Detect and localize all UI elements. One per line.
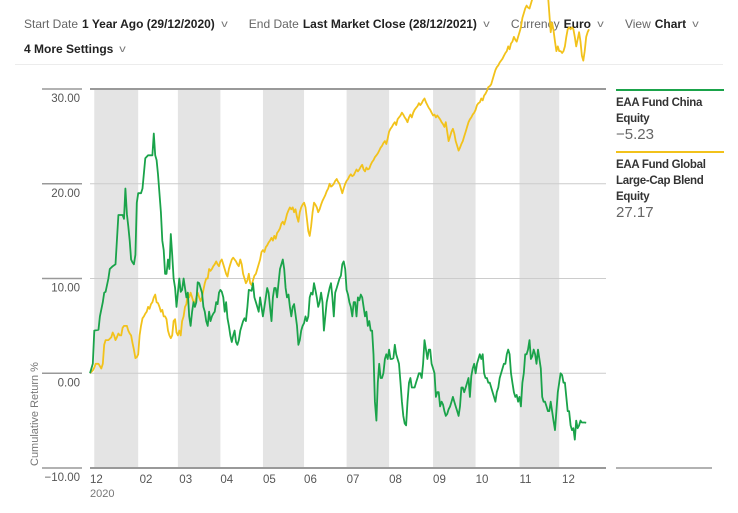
series-line-global-large-cap: [89, 0, 590, 374]
x-tick-label-6: 07: [347, 474, 360, 486]
y-tick-label-1: 20.00: [51, 188, 80, 200]
y-tick-label-3: 0.00: [58, 377, 80, 389]
end-date-dropdown[interactable]: End Date Last Market Close (28/12/2021) …: [248, 17, 490, 31]
start-date-label: Start Date: [24, 17, 79, 31]
x-tick-label-3: 04: [220, 474, 233, 486]
legend-item-global: EAA Fund Global Large-Cap Blend Equity 2…: [616, 151, 726, 221]
series-line-china-equity: [89, 132, 587, 441]
chevron-down-icon: v: [221, 18, 228, 30]
legend-name-global: EAA Fund Global Large-Cap Blend Equity: [616, 159, 706, 203]
view-label: View: [624, 17, 651, 31]
currency-label: Currency: [510, 17, 560, 31]
start-date-dropdown[interactable]: Start Date 1 Year Ago (29/12/2020) v: [24, 17, 228, 31]
start-date-value: 1 Year Ago (29/12/2020): [82, 17, 215, 31]
chevron-down-icon: v: [119, 43, 127, 55]
chart-settings-toolbar: Start Date 1 Year Ago (29/12/2020) v End…: [24, 14, 718, 59]
x-tick-label-9: 10: [476, 474, 489, 486]
chevron-down-icon: v: [597, 18, 604, 30]
y-axis-label: Cumulative Return %: [29, 362, 41, 466]
x-tick-label-4: 05: [263, 474, 276, 486]
more-settings-label: 4 More Settings: [24, 42, 114, 56]
legend-swatch-global: [616, 151, 724, 153]
x-tick-label-10: 11: [520, 474, 532, 486]
settings-row-2: 4 More Settings v: [24, 39, 718, 59]
toolbar-divider: [15, 64, 723, 65]
x-tick-label-1: 02: [140, 474, 153, 486]
x-tick-label-2: 03: [179, 474, 192, 486]
view-value: Chart: [654, 17, 687, 31]
currency-value: Euro: [563, 17, 591, 31]
y-tick-label-2: 10.00: [51, 283, 80, 295]
y-tick-label-0: 30.00: [51, 93, 80, 105]
legend-item-china: EAA Fund China Equity −5.23: [616, 89, 726, 143]
currency-dropdown[interactable]: Currency Euro v: [510, 17, 604, 31]
settings-row-1: Start Date 1 Year Ago (29/12/2020) v End…: [24, 14, 718, 34]
view-dropdown[interactable]: View Chart v: [624, 17, 699, 31]
end-date-value: Last Market Close (28/12/2021): [302, 17, 477, 31]
legend-name-china: EAA Fund China Equity: [616, 97, 703, 125]
legend-value-global: 27.17: [616, 204, 654, 221]
x-tick-sublabel-0: 2020: [90, 488, 114, 500]
end-date-label: End Date: [248, 17, 299, 31]
x-tick-label-8: 09: [433, 474, 446, 486]
x-tick-label-7: 08: [389, 474, 402, 486]
more-settings-dropdown[interactable]: 4 More Settings v: [24, 42, 127, 56]
chevron-down-icon: v: [692, 18, 699, 30]
chevron-down-icon: v: [483, 18, 490, 30]
y-tick-label-4: −10.00: [45, 472, 81, 484]
x-tick-label-5: 06: [304, 474, 317, 486]
x-tick-label-0: 12: [90, 474, 103, 486]
x-tick-label-11: 12: [562, 474, 575, 486]
legend-swatch-china: [616, 89, 724, 91]
legend-value-china: −5.23: [616, 126, 654, 143]
